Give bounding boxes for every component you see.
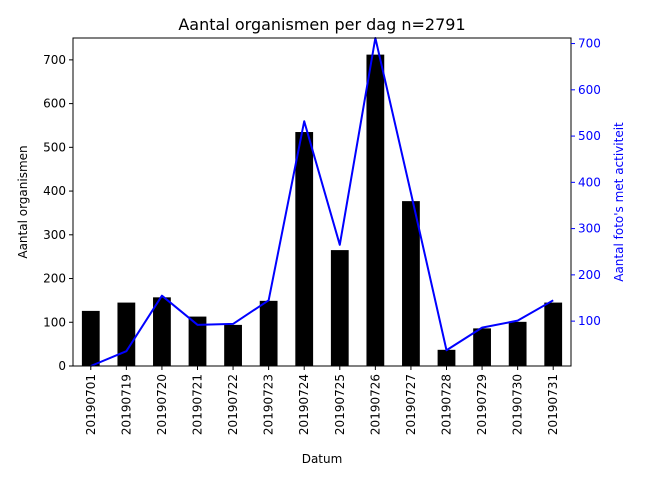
y2-tick-label: 200 — [578, 268, 601, 282]
y-tick-label: 600 — [43, 97, 66, 111]
y-axis-label: Aantal organismen — [16, 145, 30, 258]
x-tick-label: 20190726 — [368, 374, 382, 435]
x-tick-label: 20190701 — [84, 374, 98, 435]
plot-area: 0 100 200 300 400 500 600 700 100 200 300 400 500 600… — [43, 37, 601, 436]
x-tick-label: 20190731 — [546, 374, 560, 435]
x-tick-label: 20190723 — [262, 374, 276, 435]
x-tick-label: 20190730 — [511, 374, 525, 435]
bar — [508, 321, 527, 366]
y2-tick-label: 500 — [578, 129, 601, 143]
bar — [117, 302, 136, 366]
y-tick-label: 500 — [43, 140, 66, 154]
y2-tick-label: 600 — [578, 83, 601, 97]
y-tick-label: 700 — [43, 53, 66, 67]
bar — [295, 132, 314, 366]
x-tick-label: 20190728 — [440, 374, 454, 435]
bar — [330, 250, 349, 366]
y-tick-label: 400 — [43, 184, 66, 198]
bar — [259, 300, 278, 366]
y2-tick-label: 700 — [578, 37, 601, 51]
chart-title: Aantal organismen per dag n=2791 — [178, 15, 465, 34]
bar — [81, 310, 100, 366]
x-tick-label: 20190727 — [404, 374, 418, 435]
bar — [224, 324, 242, 366]
bar — [544, 302, 563, 366]
x-tick-label: 20190729 — [475, 374, 489, 435]
x-axis-label: Datum — [302, 452, 343, 466]
plot-frame — [72, 37, 572, 367]
bar — [437, 349, 456, 366]
y2-axis-label: Aantal foto's met activiteit — [612, 122, 626, 282]
y-tick-label: 100 — [43, 315, 66, 329]
x-tick-label: 20190722 — [226, 374, 240, 435]
bar — [473, 328, 491, 366]
y2-tick-label: 400 — [578, 175, 601, 189]
bar — [402, 201, 420, 366]
x-tick-label: 20190721 — [191, 374, 205, 435]
y-tick-label: 200 — [43, 272, 66, 286]
x-tick-label: 20190725 — [333, 374, 347, 435]
bar — [188, 316, 207, 366]
y2-tick-label: 100 — [578, 314, 601, 328]
y-tick-label: 0 — [58, 359, 66, 373]
y-tick-label: 300 — [43, 228, 66, 242]
x-tick-label: 20190719 — [119, 374, 133, 435]
x-tick-label: 20190724 — [297, 374, 311, 435]
bar — [153, 297, 171, 366]
series-line — [90, 37, 554, 367]
y2-tick-label: 300 — [578, 222, 601, 236]
x-tick-label: 20190720 — [155, 374, 169, 435]
bar — [366, 54, 385, 367]
